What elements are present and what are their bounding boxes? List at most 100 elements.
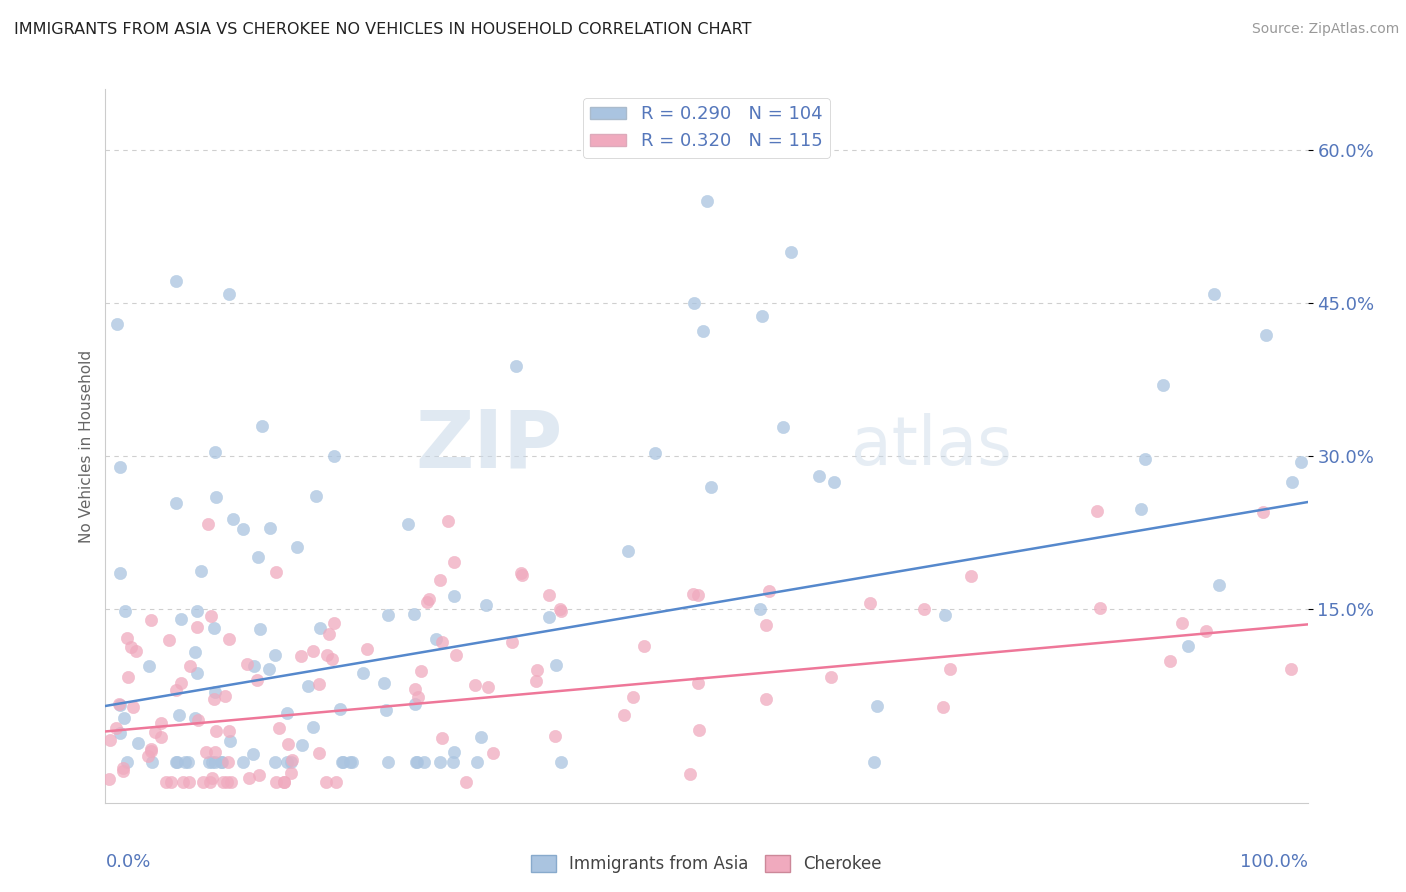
Point (1171, 615, 1194, 630)
Point (375, 703, 398, 717)
Point (443, 555, 465, 569)
Point (402, 607, 425, 621)
Point (862, 755, 884, 769)
Point (699, 479, 721, 493)
Point (191, 775, 214, 789)
Point (544, 658, 567, 673)
Point (1085, 504, 1108, 518)
Point (356, 641, 378, 656)
Point (613, 707, 636, 722)
Point (960, 569, 983, 583)
Point (139, 744, 162, 758)
Point (352, 665, 374, 680)
Point (808, 469, 831, 483)
Point (465, 755, 488, 769)
Point (217, 775, 239, 789)
Point (246, 550, 269, 565)
Point (396, 517, 419, 532)
Point (772, 420, 794, 434)
Point (281, 753, 304, 767)
Point (117, 670, 139, 684)
Point (115, 631, 138, 645)
Point (235, 657, 257, 671)
Point (108, 697, 131, 711)
Point (315, 775, 337, 789)
Point (501, 635, 523, 649)
Point (186, 620, 208, 634)
Point (211, 755, 233, 769)
Point (184, 645, 207, 659)
Point (186, 666, 208, 681)
Point (308, 676, 330, 690)
Point (325, 775, 347, 789)
Point (167, 708, 190, 723)
Text: ZIP: ZIP (415, 407, 562, 485)
Point (249, 622, 271, 636)
Point (696, 194, 718, 209)
Y-axis label: No Vehicles in Household: No Vehicles in Household (79, 350, 94, 542)
Point (247, 768, 270, 782)
Point (232, 755, 254, 769)
Text: atlas: atlas (851, 413, 1012, 479)
Point (688, 588, 710, 602)
Point (246, 673, 269, 687)
Point (200, 608, 222, 623)
Point (441, 755, 464, 769)
Point (820, 670, 842, 684)
Point (218, 287, 240, 301)
Point (221, 775, 243, 789)
Point (212, 775, 235, 789)
Point (277, 737, 299, 751)
Point (322, 616, 344, 631)
Point (437, 514, 460, 528)
Point (373, 676, 395, 690)
Point (404, 698, 426, 712)
Point (912, 602, 935, 616)
Point (1208, 578, 1230, 592)
Point (316, 648, 339, 663)
Point (155, 775, 177, 789)
Text: Source: ZipAtlas.com: Source: ZipAtlas.com (1251, 22, 1399, 37)
Point (243, 659, 266, 673)
Point (323, 450, 346, 464)
Point (377, 607, 399, 622)
Point (122, 700, 145, 714)
Point (141, 755, 163, 769)
Point (509, 566, 531, 580)
Text: 100.0%: 100.0% (1240, 853, 1308, 871)
Point (108, 725, 131, 739)
Point (139, 741, 162, 756)
Point (97, 772, 120, 786)
Point (332, 755, 354, 769)
Point (406, 755, 429, 769)
Point (1195, 624, 1218, 638)
Point (186, 604, 208, 618)
Point (758, 583, 780, 598)
Point (406, 690, 429, 705)
Point (170, 612, 193, 626)
Point (201, 771, 224, 785)
Point (932, 699, 955, 714)
Point (537, 610, 560, 624)
Point (176, 755, 198, 769)
Point (443, 589, 465, 603)
Point (305, 489, 328, 503)
Point (482, 746, 505, 760)
Point (259, 521, 281, 535)
Point (264, 565, 287, 579)
Point (823, 475, 845, 489)
Point (218, 724, 240, 739)
Point (149, 715, 172, 730)
Point (209, 755, 232, 769)
Point (127, 736, 149, 750)
Point (688, 723, 710, 737)
Point (120, 640, 142, 655)
Point (550, 604, 572, 618)
Point (139, 613, 162, 627)
Point (204, 444, 226, 458)
Point (454, 775, 477, 789)
Point (308, 621, 330, 635)
Point (202, 621, 225, 635)
Point (416, 594, 439, 608)
Point (165, 755, 187, 769)
